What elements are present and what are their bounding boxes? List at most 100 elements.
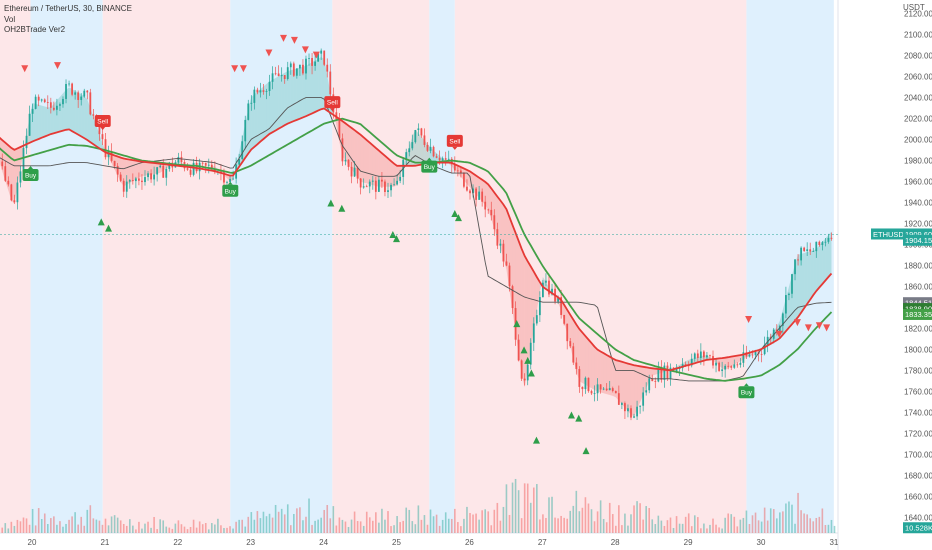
volume-indicator-label[interactable]: Vol bbox=[4, 14, 16, 24]
candle-body bbox=[581, 386, 584, 390]
oh2btrade-indicator-label[interactable]: OH2BTrade Ver2 bbox=[4, 25, 66, 34]
candle-body bbox=[374, 180, 377, 192]
volume-bar bbox=[502, 506, 505, 533]
currency-label: USDT bbox=[903, 3, 925, 12]
volume-bar bbox=[690, 526, 693, 533]
candle-body bbox=[247, 103, 250, 120]
volume-bar bbox=[408, 509, 411, 533]
candle-body bbox=[37, 96, 40, 101]
volume-bar bbox=[642, 519, 644, 533]
volume-bar bbox=[615, 525, 617, 533]
volume-bar bbox=[296, 508, 298, 533]
volume-bar bbox=[736, 526, 739, 533]
candle-body bbox=[262, 90, 265, 92]
volume-bar bbox=[417, 505, 420, 533]
candle-body bbox=[630, 408, 632, 418]
sell-arrow bbox=[823, 324, 831, 332]
ma-fill-segment bbox=[35, 103, 39, 141]
candle-body bbox=[466, 186, 468, 191]
buy-signal-label: Buy bbox=[421, 157, 438, 173]
volume-bar bbox=[344, 521, 347, 533]
price-tick-label: 1920.00 bbox=[904, 219, 932, 228]
price-axis[interactable]: USDT 1640.00 1660.00 1680.00 1700.00 1720.00 1… bbox=[903, 3, 932, 522]
volume-bar bbox=[669, 517, 672, 533]
price-tag-text: 1904.15 bbox=[905, 236, 932, 245]
candle-body bbox=[560, 297, 563, 315]
candle-body bbox=[605, 388, 608, 391]
candle-body bbox=[22, 148, 25, 172]
candle-body bbox=[763, 344, 766, 355]
signal-text: Buy bbox=[25, 173, 37, 180]
date-tick-label: 31 bbox=[829, 538, 838, 547]
ma-fill-segment bbox=[804, 252, 808, 309]
signal-arrows bbox=[21, 34, 831, 455]
price-tick-label: 2000.00 bbox=[904, 136, 932, 145]
ma-fill-segment bbox=[600, 351, 604, 394]
candle-body bbox=[350, 166, 353, 177]
candle-body bbox=[253, 89, 256, 103]
volume-bar bbox=[687, 513, 690, 533]
candle-body bbox=[827, 237, 830, 242]
volume-bar bbox=[490, 525, 493, 533]
candle-body bbox=[624, 403, 626, 412]
volume-bar bbox=[372, 520, 374, 533]
candle-body bbox=[824, 241, 827, 243]
volume-bar bbox=[760, 521, 763, 533]
candle-body bbox=[405, 152, 408, 160]
volume-bar bbox=[721, 528, 723, 533]
volume-bar bbox=[125, 525, 128, 533]
volume-bar bbox=[824, 524, 827, 533]
candle-body bbox=[195, 162, 198, 172]
volume-bar bbox=[368, 517, 371, 533]
buy-arrow bbox=[513, 320, 521, 328]
volume-bar bbox=[262, 511, 265, 533]
signal-pointer bbox=[227, 181, 233, 185]
candle-body bbox=[77, 92, 80, 100]
candle-body bbox=[450, 158, 453, 165]
price-tag-text: 1909.60 bbox=[905, 230, 932, 239]
volume-bar bbox=[396, 516, 398, 533]
candle-body bbox=[532, 323, 535, 343]
candle-body bbox=[186, 168, 189, 170]
signal-text: Sell bbox=[449, 138, 460, 145]
time-axis[interactable]: 20 21 22 23 24 25 26 27 28 29 30 31 bbox=[28, 538, 839, 547]
candle-body bbox=[475, 188, 477, 200]
candle-body bbox=[727, 365, 730, 367]
ma-fill-segment bbox=[807, 251, 811, 304]
ma-fill-segment bbox=[138, 161, 142, 178]
volume-bar bbox=[806, 514, 808, 533]
candle-body bbox=[617, 393, 620, 405]
volume-bar bbox=[651, 519, 654, 533]
ma-fill-segment bbox=[44, 106, 48, 137]
volume-bar bbox=[378, 522, 380, 533]
background-band-sell bbox=[102, 0, 231, 533]
symbol-title[interactable]: Ethereum / TetherUS, 30, BINANCE bbox=[4, 4, 132, 13]
candle-body bbox=[46, 102, 49, 103]
candle-body bbox=[362, 186, 365, 188]
buy-arrow bbox=[338, 204, 346, 212]
candle-body bbox=[320, 50, 323, 54]
candle-body bbox=[241, 141, 244, 160]
volume-bar bbox=[7, 528, 10, 533]
candle-body bbox=[778, 325, 781, 333]
candle-body bbox=[423, 135, 426, 145]
candle-body bbox=[463, 173, 465, 187]
volume-bar bbox=[183, 526, 186, 533]
sell-arrow bbox=[775, 330, 783, 338]
volume-bar bbox=[141, 528, 143, 533]
volume-bar bbox=[198, 521, 201, 533]
volume-bar bbox=[86, 509, 89, 533]
volume-bar bbox=[71, 516, 73, 533]
price-tick-label: 2100.00 bbox=[904, 31, 932, 40]
candle-body bbox=[590, 391, 593, 394]
volume-bar bbox=[551, 496, 553, 533]
volume-bar bbox=[119, 520, 122, 533]
chart-legend: Ethereum / TetherUS, 30, BINANCE Vol OH2… bbox=[4, 4, 132, 36]
price-tag-text: 1844.51 bbox=[905, 298, 932, 307]
volume-bar bbox=[83, 525, 86, 533]
ma-fill-segment bbox=[360, 134, 364, 183]
candle-body bbox=[62, 98, 64, 105]
buy-signal-label: Buy bbox=[222, 181, 239, 197]
volume-bar bbox=[596, 511, 599, 533]
